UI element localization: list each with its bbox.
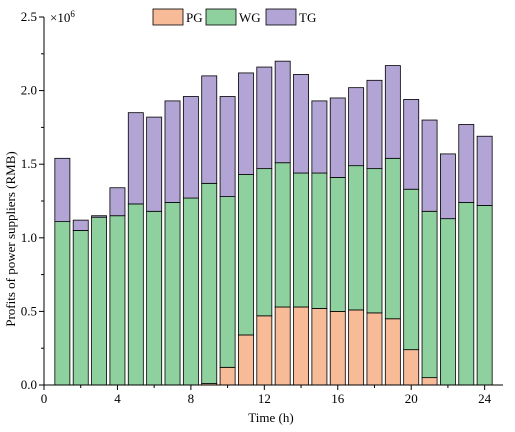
- bar-tg-4: [109, 187, 126, 217]
- bar-wg-5: [127, 203, 144, 386]
- bar-tg-11: [238, 72, 254, 175]
- x-axis-title: Time (h): [248, 410, 293, 425]
- bar-pg-19: [384, 318, 401, 386]
- bar-wg-17: [348, 165, 365, 311]
- y-tick-label: 1.0: [21, 230, 37, 245]
- x-tick-label: 12: [258, 391, 271, 406]
- y-tick-label: 2.0: [21, 83, 37, 98]
- bar-pg-11: [238, 334, 254, 386]
- legend-label-tg: TG: [299, 10, 316, 25]
- bar-wg-4: [109, 215, 126, 386]
- y-tick-label: 2.5: [21, 9, 37, 24]
- bar-wg-3: [91, 216, 108, 386]
- y-axis-multiplier: ×106: [50, 9, 75, 25]
- y-tick-label: 0.0: [21, 377, 37, 392]
- y-axis-multiplier-base: ×10: [50, 10, 70, 25]
- x-tick-label: 16: [331, 391, 345, 406]
- bar-tg-12: [256, 66, 273, 170]
- bar-wg-12: [256, 168, 273, 317]
- legend-swatch-pg: [152, 8, 184, 26]
- y-tick-label: 1.5: [21, 156, 37, 171]
- y-axis-multiplier-exponent: 6: [70, 9, 75, 19]
- y-axis: 0.0 0.5 1.0 1.5 2.0 2.5: [21, 9, 45, 392]
- x-tick-label: 0: [41, 391, 48, 406]
- legend: PG WG TG: [152, 8, 316, 26]
- bar-wg-13: [274, 162, 291, 308]
- bar-tg-21: [421, 119, 438, 212]
- bar-wg-24: [476, 205, 493, 386]
- bar-wg-1: [54, 221, 71, 386]
- bar-wg-9: [201, 182, 218, 384]
- bar-tg-22: [439, 153, 456, 220]
- x-tick-label: 24: [478, 391, 492, 406]
- plot-area: [54, 60, 493, 386]
- bar-pg-14: [293, 306, 309, 386]
- x-tick-label: 8: [188, 391, 195, 406]
- legend-label-wg: WG: [239, 10, 261, 25]
- bar-pg-21: [421, 377, 438, 386]
- bar-wg-6: [146, 210, 163, 386]
- bar-wg-8: [182, 197, 199, 386]
- bar-wg-21: [421, 210, 438, 379]
- legend-label-pg: PG: [186, 10, 203, 25]
- bar-pg-13: [274, 306, 291, 386]
- bar-tg-2: [72, 219, 89, 231]
- bar-pg-15: [311, 308, 328, 386]
- bar-wg-22: [439, 218, 456, 386]
- bar-tg-20: [403, 99, 420, 190]
- bar-wg-16: [329, 177, 346, 312]
- bar-tg-18: [366, 79, 383, 170]
- x-axis: 0 4 8 12 16 20 24: [41, 384, 503, 406]
- bar-tg-8: [182, 96, 199, 199]
- bar-wg-23: [458, 202, 475, 386]
- bar-tg-16: [329, 97, 346, 178]
- bar-wg-14: [293, 172, 309, 308]
- y-axis-title: Profits of power suppliers (RMB): [3, 151, 18, 327]
- bar-tg-7: [164, 100, 181, 203]
- bar-tg-10: [219, 96, 236, 197]
- bar-wg-7: [164, 202, 181, 386]
- bar-tg-5: [127, 112, 144, 205]
- legend-swatch-tg: [265, 8, 297, 26]
- legend-swatch-wg: [205, 8, 237, 26]
- bar-tg-23: [458, 124, 475, 203]
- bar-tg-14: [293, 74, 309, 174]
- bar-tg-3: [91, 215, 108, 218]
- bar-wg-19: [384, 157, 401, 320]
- bar-tg-9: [201, 75, 218, 184]
- bar-tg-19: [384, 65, 401, 159]
- y-tick-label: 0.5: [21, 303, 37, 318]
- bar-tg-24: [476, 135, 493, 206]
- bar-pg-10: [219, 366, 236, 386]
- bar-pg-16: [329, 310, 346, 386]
- x-tick-label: 4: [114, 391, 121, 406]
- bar-pg-18: [366, 312, 383, 386]
- bar-wg-11: [238, 174, 254, 336]
- bar-wg-20: [403, 188, 420, 351]
- bar-wg-18: [366, 168, 383, 314]
- x-tick-label: 20: [405, 391, 418, 406]
- bar-wg-15: [311, 172, 328, 309]
- bar-wg-2: [72, 230, 89, 386]
- bar-pg-17: [348, 309, 365, 386]
- bar-tg-17: [348, 87, 365, 167]
- bar-wg-10: [219, 196, 236, 368]
- bar-tg-13: [274, 60, 291, 164]
- bar-tg-1: [54, 157, 71, 223]
- bar-tg-6: [146, 116, 163, 212]
- bar-pg-20: [403, 349, 420, 386]
- bar-pg-12: [256, 315, 273, 386]
- bar-tg-15: [311, 100, 328, 174]
